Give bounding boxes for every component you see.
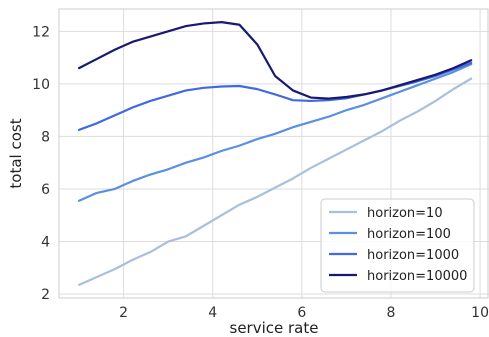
x-axis-label: service rate bbox=[230, 319, 319, 337]
x-tick-label: 10 bbox=[471, 305, 489, 321]
legend-label: horizon=100 bbox=[367, 227, 451, 242]
series-line-0 bbox=[77, 77, 473, 286]
series-lines bbox=[77, 21, 473, 286]
y-tick-label: 8 bbox=[41, 129, 50, 145]
y-tick-label: 10 bbox=[32, 77, 50, 93]
y-tick-label: 4 bbox=[41, 235, 50, 251]
legend-box bbox=[320, 198, 475, 293]
y-tick-label: 12 bbox=[32, 24, 50, 40]
series-line-1 bbox=[77, 63, 473, 202]
x-tick-label: 2 bbox=[119, 305, 128, 321]
legend: horizon=10 horizon=100 horizon=1000 horizon… bbox=[320, 198, 475, 293]
legend-label: horizon=10 bbox=[367, 206, 443, 221]
y-axis-label: total cost bbox=[7, 118, 25, 188]
y-tick-labels: 2 4 6 8 10 12 bbox=[32, 24, 50, 303]
x-tick-label: 6 bbox=[297, 305, 306, 321]
x-tick-labels: 2 4 6 8 10 bbox=[119, 305, 489, 321]
x-tick-label: 4 bbox=[208, 305, 217, 321]
series-line-3 bbox=[77, 21, 473, 100]
y-tick-label: 6 bbox=[41, 182, 50, 198]
legend-label: horizon=10000 bbox=[367, 269, 467, 284]
y-tick-label: 2 bbox=[41, 287, 50, 303]
x-tick-label: 8 bbox=[387, 305, 396, 321]
legend-label: horizon=1000 bbox=[367, 248, 459, 263]
plot-frame bbox=[58, 8, 489, 299]
